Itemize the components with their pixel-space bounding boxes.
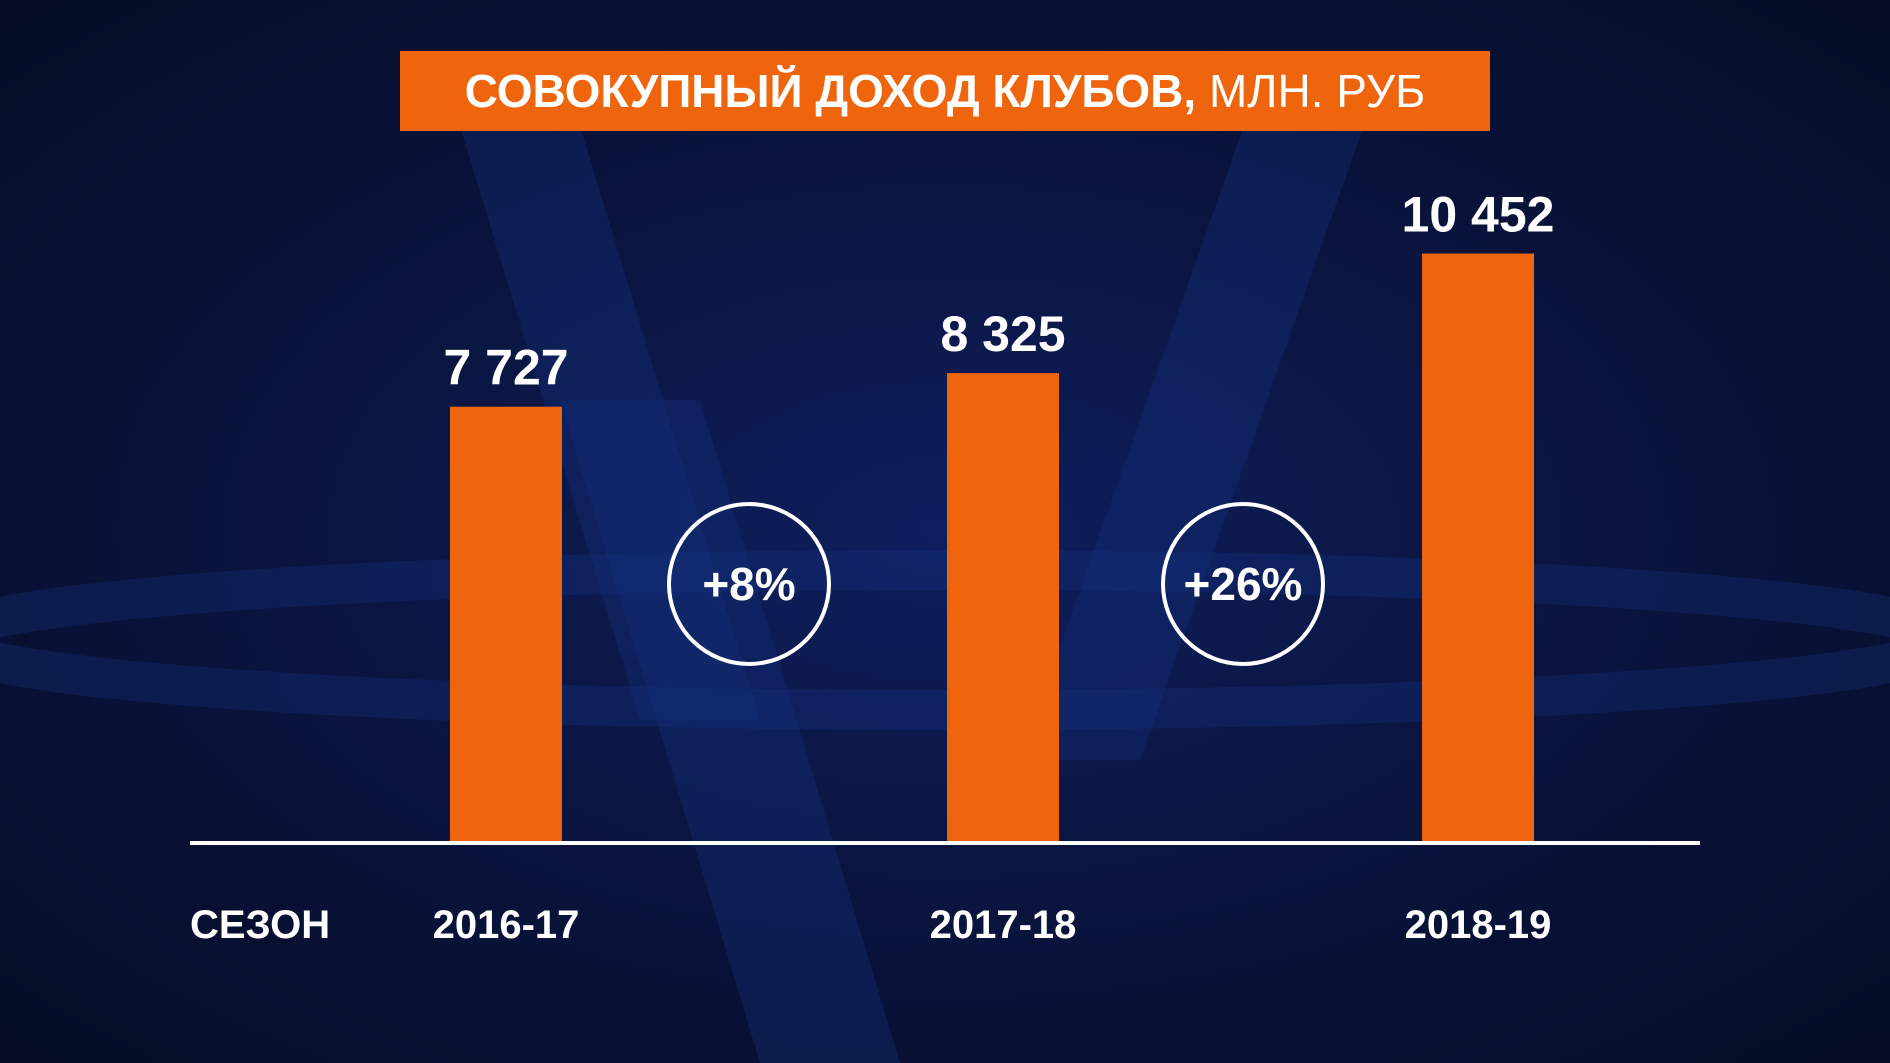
bar-2016-17 [450, 406, 562, 841]
growth-badge-label-1: +8% [702, 558, 795, 610]
value-label-2016-17: 7 727 [443, 340, 568, 396]
chart-title-unit: МЛН. РУБ [1208, 65, 1426, 117]
bar-2018-19 [1422, 253, 1534, 841]
growth-badge-circle-1 [667, 502, 831, 666]
growth-badge-circle-2 [1161, 502, 1325, 666]
bars-group [450, 253, 1534, 841]
value-label-2018-19: 10 452 [1402, 187, 1555, 243]
bar-2017-18 [947, 373, 1059, 841]
value-label-2017-18: 8 325 [940, 306, 1065, 362]
value-labels-group: 7 727 8 325 10 452 [443, 187, 1554, 396]
category-labels-group: 2016-17 2017-18 2018-19 [433, 903, 1552, 947]
x-axis-label: СЕЗОН [190, 903, 330, 947]
category-label-2016-17: 2016-17 [433, 903, 580, 947]
growth-badge-label-2: +26% [1184, 558, 1303, 610]
chart-title: СОВОКУПНЫЙ ДОХОД КЛУБОВ, МЛН. РУБ [400, 51, 1490, 131]
category-label-2018-19: 2018-19 [1405, 903, 1552, 947]
category-label-2017-18: 2017-18 [930, 903, 1077, 947]
chart-title-main: СОВОКУПНЫЙ ДОХОД КЛУБОВ, [464, 65, 1197, 117]
growth-badges-group: +8% +26% [667, 502, 1325, 666]
